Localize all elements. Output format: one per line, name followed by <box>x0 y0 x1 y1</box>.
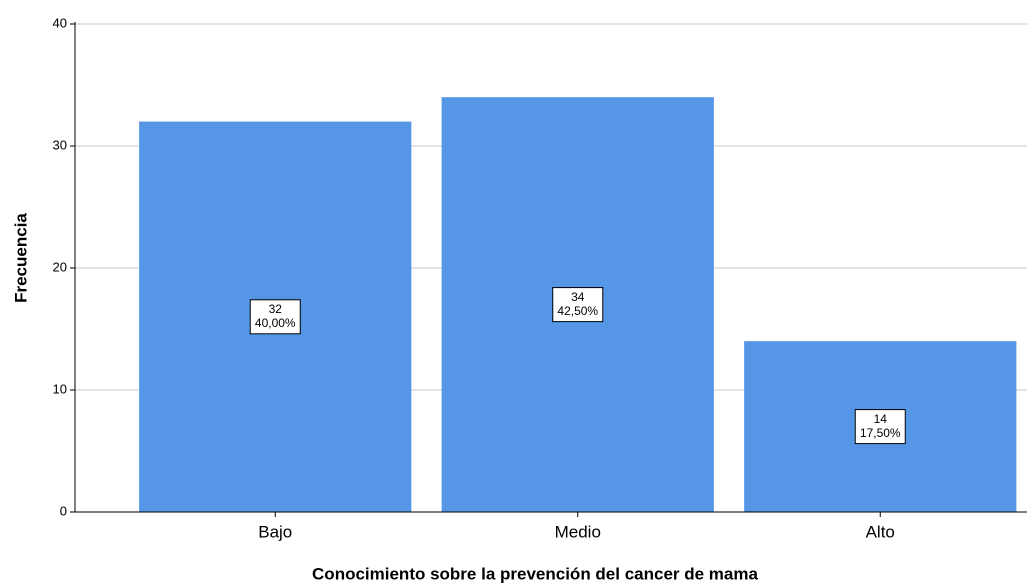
data-label-count: 34 <box>571 290 585 304</box>
y-tick-label: 0 <box>60 503 67 518</box>
y-axis-title: Frecuencia <box>11 213 30 303</box>
data-label-box <box>249 299 301 335</box>
x-axis-title: Conocimiento sobre la prevención del can… <box>312 564 758 583</box>
x-tick-label: Bajo <box>258 522 292 541</box>
data-label-percent: 40,00% <box>255 316 296 330</box>
x-tick-label: Alto <box>866 522 895 541</box>
data-label-box <box>552 287 604 323</box>
data-label-percent: 42,50% <box>557 304 598 318</box>
data-label-count: 14 <box>874 412 888 426</box>
y-tick-label: 10 <box>53 381 67 396</box>
data-label-percent: 17,50% <box>860 426 901 440</box>
x-tick-label: Medio <box>555 522 601 541</box>
data-label-count: 32 <box>269 302 283 316</box>
y-tick-label: 20 <box>53 259 67 274</box>
y-tick-label: 40 <box>53 15 67 30</box>
data-label-box <box>854 409 906 445</box>
y-tick-label: 30 <box>53 137 67 152</box>
